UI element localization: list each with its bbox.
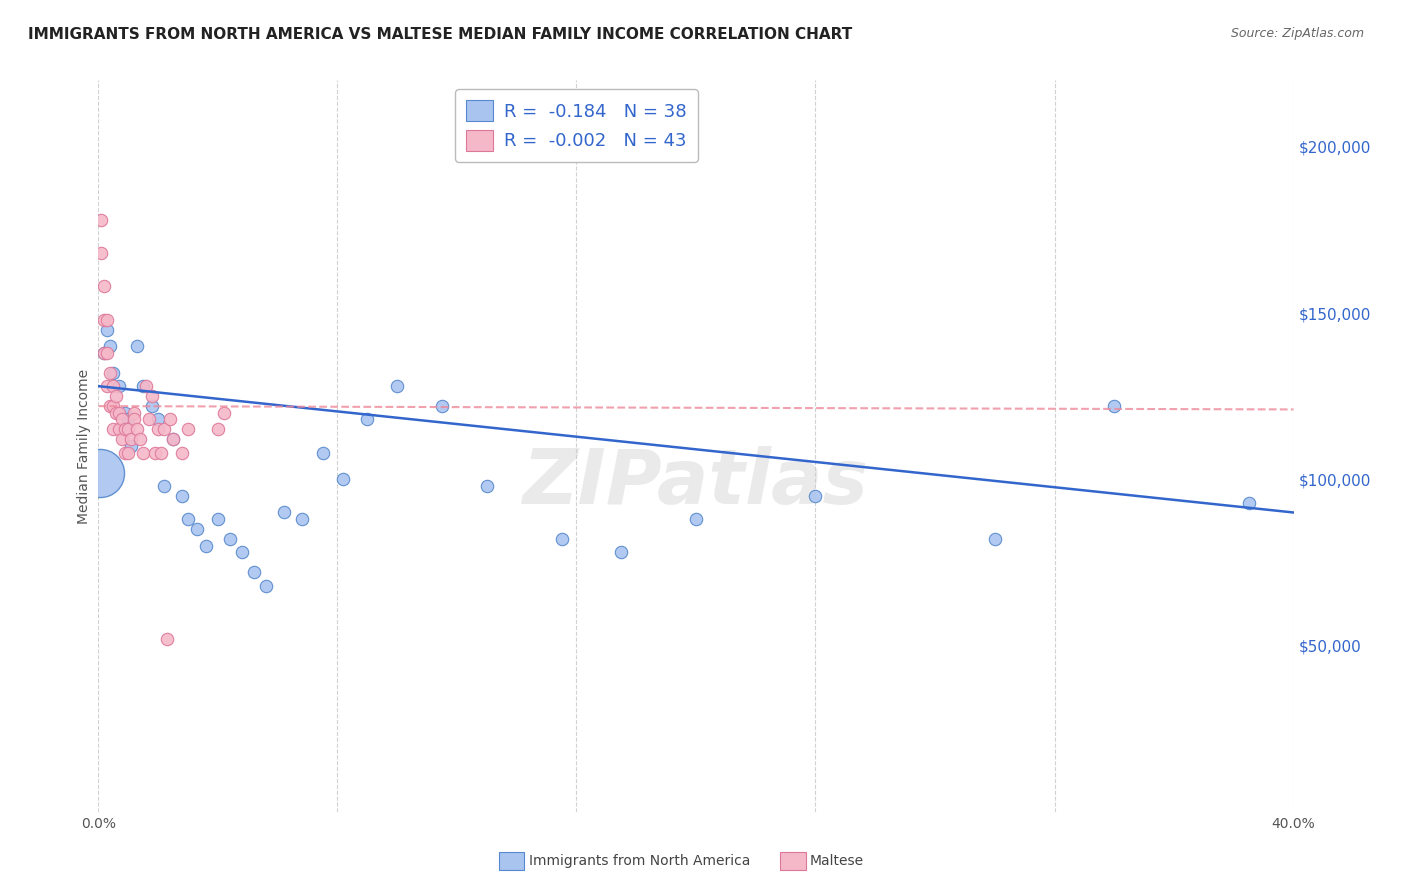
Text: IMMIGRANTS FROM NORTH AMERICA VS MALTESE MEDIAN FAMILY INCOME CORRELATION CHART: IMMIGRANTS FROM NORTH AMERICA VS MALTESE…	[28, 27, 852, 42]
Point	[231, 545, 253, 559]
Point	[90, 246, 112, 260]
Point	[1237, 495, 1260, 509]
Point	[108, 406, 131, 420]
Point	[177, 422, 200, 436]
Point	[143, 445, 166, 459]
Point	[93, 312, 115, 326]
Point	[135, 379, 157, 393]
Point	[150, 445, 173, 459]
Text: Immigrants from North America: Immigrants from North America	[529, 854, 749, 868]
Point	[98, 399, 122, 413]
Point	[105, 406, 128, 420]
Point	[114, 445, 136, 459]
Point	[685, 512, 707, 526]
Point	[475, 479, 498, 493]
Point	[129, 433, 152, 447]
Point	[111, 433, 134, 447]
Text: Source: ZipAtlas.com: Source: ZipAtlas.com	[1230, 27, 1364, 40]
Point	[984, 532, 1007, 546]
Point	[124, 406, 146, 420]
Point	[96, 379, 118, 393]
Point	[114, 406, 136, 420]
Point	[93, 279, 115, 293]
Point	[311, 445, 333, 459]
Point	[207, 512, 229, 526]
Point	[172, 489, 194, 503]
Point	[1104, 399, 1126, 413]
Point	[120, 439, 142, 453]
Point	[177, 512, 200, 526]
Point	[153, 479, 176, 493]
Point	[127, 339, 149, 353]
Point	[89, 466, 111, 480]
Point	[804, 489, 827, 503]
Point	[117, 445, 139, 459]
Point	[114, 422, 136, 436]
Point	[148, 422, 170, 436]
Point	[148, 412, 170, 426]
Point	[98, 339, 122, 353]
Point	[186, 522, 208, 536]
Point	[141, 399, 163, 413]
Point	[103, 379, 125, 393]
Point	[273, 506, 295, 520]
Y-axis label: Median Family Income: Median Family Income	[77, 368, 91, 524]
Point	[156, 632, 179, 646]
Point	[120, 433, 142, 447]
Point	[141, 389, 163, 403]
Point	[195, 539, 218, 553]
Point	[93, 346, 115, 360]
Point	[356, 412, 378, 426]
Point	[96, 323, 118, 337]
Point	[550, 532, 572, 546]
Point	[103, 399, 125, 413]
Point	[162, 433, 184, 447]
Point	[132, 445, 155, 459]
Point	[138, 412, 160, 426]
Text: Maltese: Maltese	[810, 854, 863, 868]
Point	[254, 579, 277, 593]
Point	[96, 312, 118, 326]
Point	[117, 422, 139, 436]
Point	[132, 379, 155, 393]
Point	[98, 366, 122, 380]
Point	[159, 412, 181, 426]
Point	[153, 422, 176, 436]
Point	[105, 389, 128, 403]
Point	[610, 545, 633, 559]
Point	[219, 532, 242, 546]
Text: ZIPatlas: ZIPatlas	[523, 446, 869, 519]
Point	[124, 412, 146, 426]
Point	[291, 512, 314, 526]
Point	[103, 366, 125, 380]
Point	[108, 422, 131, 436]
Point	[127, 422, 149, 436]
Point	[172, 445, 194, 459]
Point	[90, 213, 112, 227]
Point	[385, 379, 409, 393]
Point	[111, 412, 134, 426]
Point	[430, 399, 453, 413]
Point	[96, 346, 118, 360]
Point	[243, 566, 266, 580]
Point	[212, 406, 235, 420]
Point	[162, 433, 184, 447]
Point	[332, 472, 354, 486]
Point	[93, 346, 115, 360]
Legend: R =  -0.184   N = 38, R =  -0.002   N = 43: R = -0.184 N = 38, R = -0.002 N = 43	[456, 89, 697, 161]
Point	[117, 412, 139, 426]
Point	[108, 379, 131, 393]
Point	[207, 422, 229, 436]
Point	[103, 422, 125, 436]
